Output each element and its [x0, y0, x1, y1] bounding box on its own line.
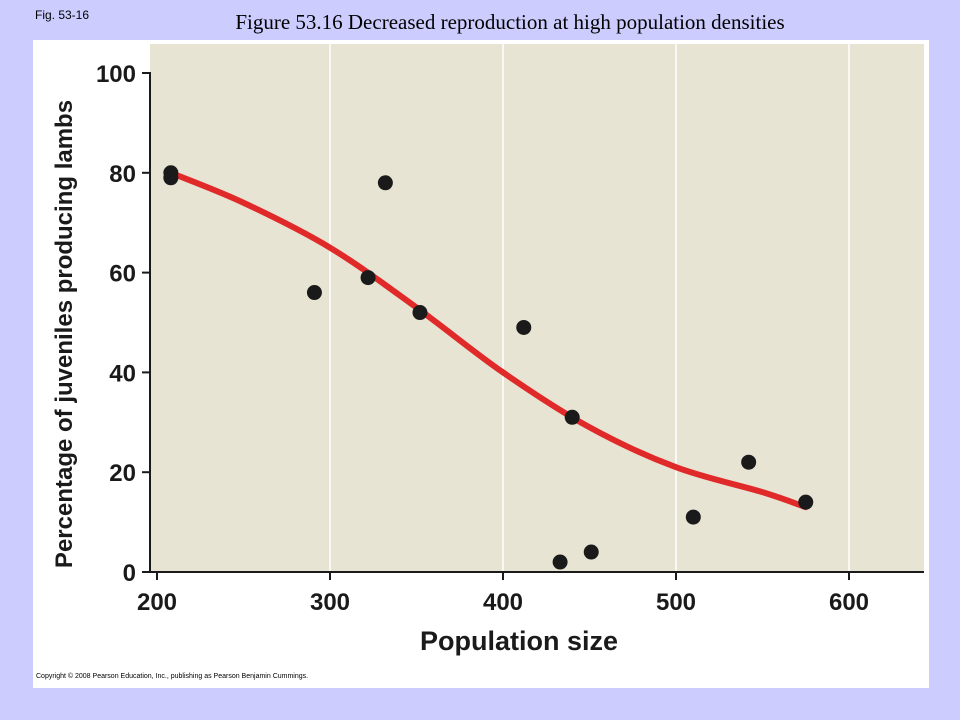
y-tick-label: 20 [109, 460, 136, 487]
x-tick-label: 400 [483, 589, 523, 616]
data-point [306, 285, 322, 301]
x-tick-label: 600 [829, 589, 869, 616]
data-point [377, 175, 393, 191]
x-axis-label: Population size [420, 626, 618, 656]
axes [142, 72, 924, 580]
y-tick-label: 0 [123, 560, 136, 587]
figure-label: Fig. 53-16 [35, 8, 90, 22]
y-tick-label: 80 [109, 161, 136, 188]
data-point [516, 319, 532, 335]
data-point [163, 165, 179, 181]
y-tick-labels: 0 20 40 60 80 100 [96, 61, 136, 587]
y-tick-label: 60 [109, 261, 136, 288]
x-tick-label: 300 [310, 589, 350, 616]
data-point [741, 454, 757, 470]
data-point [412, 305, 428, 321]
y-axis-label: Percentage of juveniles producing lambs [51, 100, 78, 568]
x-tick-label: 200 [137, 589, 177, 616]
plot-area [150, 44, 924, 572]
x-tick-labels: 200 300 400 500 600 [137, 589, 869, 616]
data-point [564, 409, 580, 425]
data-point [583, 544, 599, 560]
data-point [798, 494, 814, 510]
chart-title: Figure 53.16 Decreased reproduction at h… [235, 10, 785, 34]
data-point [685, 509, 701, 525]
data-point [552, 554, 568, 570]
y-tick-label: 100 [96, 61, 136, 88]
data-points-group [163, 165, 814, 570]
gridlines [329, 44, 850, 572]
x-tick-label: 500 [656, 589, 696, 616]
y-tick-label: 40 [109, 360, 136, 387]
data-point [360, 270, 376, 286]
trend-curve [167, 169, 809, 511]
copyright-notice: Copyright © 2008 Pearson Education, Inc.… [36, 673, 309, 680]
trend-curve-group [167, 169, 809, 511]
